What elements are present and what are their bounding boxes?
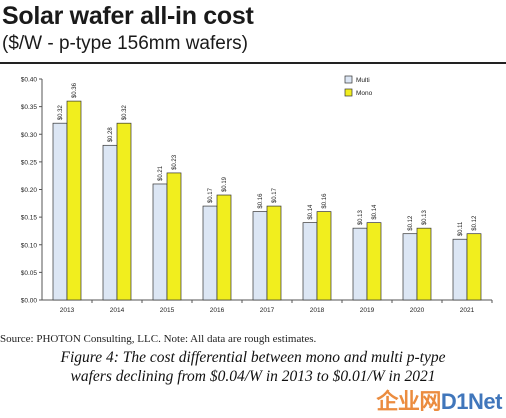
x-axis: 2013 2014 2015 2016 2017 2018 2019 2020 2021 bbox=[42, 299, 493, 314]
data-label: $0.19 bbox=[222, 176, 228, 192]
bar-multi bbox=[252, 211, 268, 301]
y-tick-label: $0.30 bbox=[21, 132, 38, 139]
x-tick-label: 2013 bbox=[60, 307, 75, 314]
bar-mono bbox=[116, 122, 132, 301]
bar-multi bbox=[102, 144, 118, 301]
data-label: $0.21 bbox=[158, 165, 164, 181]
x-tick-label: 2019 bbox=[360, 307, 375, 314]
data-label: $0.17 bbox=[272, 187, 278, 203]
bar-mono bbox=[416, 227, 432, 301]
x-tick-label: 2015 bbox=[160, 307, 175, 314]
x-tick-label: 2021 bbox=[460, 307, 475, 314]
data-label: $0.14 bbox=[308, 204, 314, 220]
bar-multi bbox=[402, 233, 418, 301]
bar-mono bbox=[66, 100, 82, 301]
bar-multi bbox=[52, 122, 68, 301]
data-label: $0.23 bbox=[172, 154, 178, 170]
legend-swatch-mono bbox=[344, 88, 353, 97]
data-label: $0.11 bbox=[458, 221, 464, 236]
bar-mono bbox=[266, 205, 282, 301]
data-label: $0.28 bbox=[108, 127, 114, 143]
bar-multi bbox=[302, 222, 318, 301]
data-label: $0.16 bbox=[322, 193, 328, 209]
legend-swatch-multi bbox=[344, 75, 353, 84]
watermark-brand-a: 企业网 bbox=[376, 389, 441, 414]
x-tick-label: 2014 bbox=[110, 307, 125, 314]
caption-line-2: wafers declining from $0.04/W in 2013 to… bbox=[70, 368, 436, 385]
title-divider bbox=[0, 62, 506, 64]
watermark-brand-b: D1Net bbox=[440, 389, 503, 414]
data-label: $0.12 bbox=[472, 215, 478, 231]
y-tick-label: $0.15 bbox=[21, 215, 38, 222]
data-label: $0.14 bbox=[372, 204, 378, 220]
y-tick-label: $0.35 bbox=[21, 104, 38, 111]
source-note: Source: PHOTON Consulting, LLC. Note: Al… bbox=[0, 333, 317, 345]
legend: Multi Mono bbox=[344, 75, 373, 97]
bar-mono bbox=[466, 233, 482, 301]
legend-label-mono: Mono bbox=[356, 90, 373, 97]
x-tick-label: 2016 bbox=[210, 307, 225, 314]
x-tick-label: 2018 bbox=[310, 307, 325, 314]
bar-mono bbox=[366, 222, 382, 301]
bar-mono bbox=[316, 211, 332, 301]
y-tick-label: $0.00 bbox=[21, 298, 38, 305]
bar-mono bbox=[216, 194, 232, 301]
x-tick-label: 2020 bbox=[410, 307, 425, 314]
data-label: $0.13 bbox=[358, 209, 364, 225]
chart-subtitle: ($/W - p-type 156mm wafers) bbox=[2, 33, 248, 54]
caption-line-1: Figure 4: The cost differential between … bbox=[60, 349, 446, 366]
watermark-logo: 企业网D1Net bbox=[376, 384, 502, 416]
y-tick-label: $0.10 bbox=[21, 242, 38, 249]
bar-multi bbox=[452, 238, 468, 301]
bar-multi bbox=[152, 183, 168, 301]
y-tick-label: $0.05 bbox=[21, 270, 38, 277]
y-tick-label: $0.20 bbox=[21, 187, 38, 194]
data-label: $0.32 bbox=[58, 105, 64, 121]
chart-title: Solar wafer all-in cost bbox=[2, 2, 254, 30]
data-label: $0.17 bbox=[208, 187, 214, 203]
y-tick-label: $0.40 bbox=[21, 77, 38, 84]
bar-multi bbox=[352, 227, 368, 301]
bar-multi bbox=[202, 205, 218, 301]
x-tick-label: 2017 bbox=[260, 307, 275, 314]
data-label: $0.13 bbox=[422, 209, 428, 225]
data-label: $0.32 bbox=[122, 105, 128, 121]
bar-mono bbox=[166, 172, 182, 301]
figure-caption: Figure 4: The cost differential between … bbox=[0, 348, 506, 386]
data-label: $0.16 bbox=[258, 193, 264, 209]
data-label: $0.36 bbox=[72, 82, 78, 98]
y-tick-label: $0.25 bbox=[21, 159, 38, 166]
y-axis: $0.00 $0.05 $0.10 $0.15 $0.20 $0.25 $0.30 $0.35… bbox=[21, 77, 43, 305]
data-label: $0.12 bbox=[408, 215, 414, 231]
bar-chart: $0.00 $0.05 $0.10 $0.15 $0.20 $0.25 $0.30 $0.35… bbox=[21, 75, 493, 314]
legend-label-multi: Multi bbox=[356, 77, 370, 84]
bars: $0.32 $0.36 $0.28 $0.32 $0.21 $0.23 $0.17 $0.19… bbox=[52, 82, 482, 301]
